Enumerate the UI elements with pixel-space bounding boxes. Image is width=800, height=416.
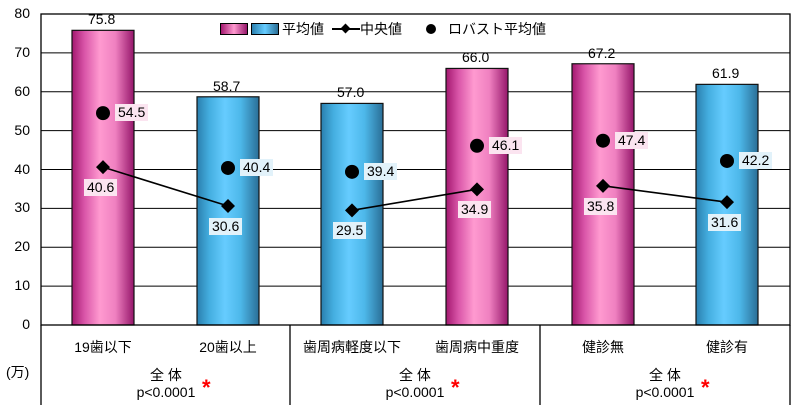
robust-value-label: 47.4	[615, 131, 649, 149]
legend: 平均値 中央値 ロバスト平均値	[220, 18, 546, 40]
mean-value-label: 67.2	[588, 44, 616, 61]
y-tick-label: 50	[14, 121, 30, 138]
y-tick-label: 60	[14, 82, 30, 99]
robust-mean-circle-icon	[345, 164, 359, 179]
robust-value-label: 40.4	[240, 158, 274, 176]
mean-value-label: 75.8	[88, 11, 116, 28]
median-value-label: 34.9	[458, 201, 492, 219]
y-tick-label: 20	[14, 238, 30, 255]
category-label: 歯周病中重度	[435, 339, 519, 355]
median-value-label: 30.6	[209, 218, 243, 236]
y-unit-label: (万)	[6, 364, 30, 380]
legend-robust-label: ロバスト平均値	[448, 21, 546, 37]
median-value-label: 31.6	[708, 214, 742, 232]
robust-mean-circle-icon	[596, 133, 610, 148]
significance-star-icon: *	[701, 375, 710, 400]
median-diamond-icon	[96, 160, 110, 175]
robust-value-label: 46.1	[489, 136, 523, 154]
significance-star-icon: *	[202, 375, 211, 400]
category-label: 20歯以上	[199, 339, 257, 355]
group-name: 全 体	[399, 367, 431, 383]
y-tick-label: 70	[14, 43, 30, 60]
group-label: 全 体 p<0.0001	[91, 367, 241, 401]
median-value-label: 35.8	[584, 197, 618, 215]
robust-mean-circle-icon	[96, 106, 110, 121]
bar-5	[571, 63, 635, 326]
category-label: 歯周病軽度以下	[303, 339, 401, 355]
gridlines	[41, 13, 790, 287]
median-diamond-icon	[596, 178, 610, 193]
markers	[96, 106, 734, 218]
group-label: 全 体 p<0.0001	[590, 367, 740, 401]
legend-mean-label: 平均値	[282, 21, 324, 37]
mean-value-label: 61.9	[712, 65, 740, 82]
bars	[71, 29, 759, 326]
median-line	[102, 166, 728, 212]
y-tick-label: 30	[14, 199, 30, 216]
robust-value-label: 42.2	[739, 151, 773, 169]
legend-pink-swatch	[220, 23, 248, 35]
median-value-label: 29.5	[333, 222, 367, 240]
axes-frame	[40, 13, 791, 405]
median-diamond-icon	[221, 199, 235, 214]
robust-value-label: 54.5	[115, 104, 149, 122]
robust-mean-circle-icon	[470, 138, 484, 153]
p-value: p<0.0001	[385, 384, 445, 400]
median-value-label: 40.6	[84, 179, 118, 197]
robust-value-label: 39.4	[364, 162, 398, 180]
mean-value-label: 58.7	[213, 77, 241, 94]
significance-star-icon: *	[451, 375, 460, 400]
median-diamond-icon	[720, 195, 734, 210]
robust-mean-circle-icon	[720, 153, 734, 168]
legend-median-icon	[332, 23, 360, 35]
median-diamond-icon	[470, 182, 484, 197]
bar-1	[71, 29, 135, 326]
category-label: 19歯以下	[74, 339, 132, 355]
y-tick-label: 10	[14, 277, 30, 294]
p-value: p<0.0001	[635, 384, 695, 400]
p-value: p<0.0001	[136, 384, 196, 400]
y-tick-label: 80	[14, 5, 30, 21]
bar-4	[445, 67, 509, 326]
category-label: 健診無	[582, 339, 624, 355]
group-label: 全 体 p<0.0001	[340, 367, 490, 401]
mean-value-label: 57.0	[337, 84, 365, 101]
legend-median-label: 中央値	[360, 21, 402, 37]
group-name: 全 体	[150, 367, 182, 383]
legend-robust-icon	[426, 24, 436, 34]
y-tick-label: 0	[22, 316, 30, 332]
y-tick-label: 40	[14, 160, 30, 177]
robust-mean-circle-icon	[221, 160, 235, 175]
median-diamond-icon	[345, 203, 359, 218]
mean-value-label: 66.0	[462, 49, 490, 66]
legend-blue-swatch	[251, 23, 279, 35]
category-label: 健診有	[706, 339, 748, 355]
group-name: 全 体	[649, 367, 681, 383]
